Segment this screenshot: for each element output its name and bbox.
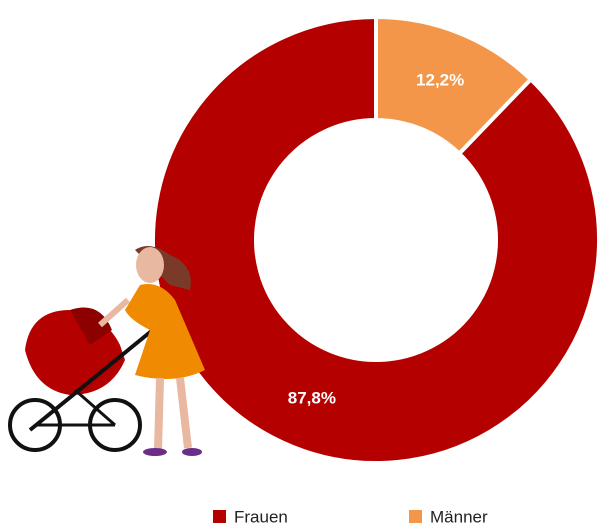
mother-with-stroller-illustration — [10, 246, 205, 456]
chart: 87,8% 12,2% Frauen Männer — [0, 0, 599, 530]
legend-swatch — [409, 510, 422, 523]
legend: Frauen Männer — [213, 507, 488, 526]
donut: 87,8% 12,2% — [153, 17, 599, 463]
slice-label: 12,2% — [416, 70, 464, 89]
legend-label: Frauen — [234, 507, 288, 526]
slice-label: 87,8% — [288, 389, 336, 408]
legend-swatch — [213, 510, 226, 523]
legend-label: Männer — [430, 507, 488, 526]
